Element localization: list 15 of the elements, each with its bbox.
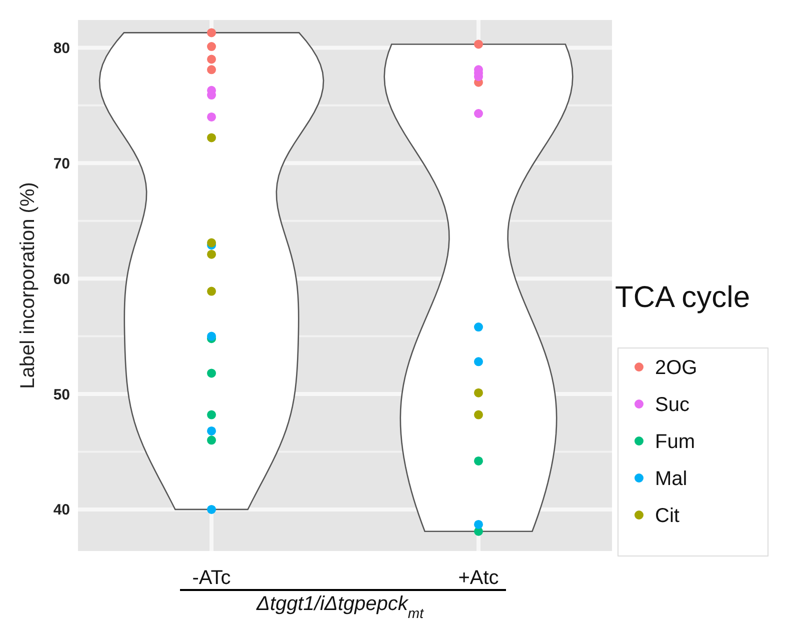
legend-title: TCA cycle — [615, 281, 750, 314]
legend-label: 2OG — [655, 357, 698, 379]
y-tick-label: 50 — [53, 386, 70, 404]
x-tick-label: +Atc — [458, 567, 499, 589]
legend-label: Cit — [655, 505, 680, 527]
y-axis-title: Label incorporation (%) — [17, 182, 39, 389]
x-axis-title: Δtggt1/iΔtgpepck$_{mt}$ — [256, 593, 425, 621]
y-tick-label: 80 — [53, 40, 70, 57]
legend-label: Mal — [655, 468, 688, 490]
legend-label: Suc — [655, 394, 690, 416]
y-tick-label: 60 — [53, 270, 70, 288]
x-tick-label: -ATc — [192, 567, 231, 589]
y-tick-label: 40 — [53, 502, 70, 519]
legend-label: Fum — [655, 431, 695, 453]
y-tick-label: 70 — [53, 155, 70, 172]
